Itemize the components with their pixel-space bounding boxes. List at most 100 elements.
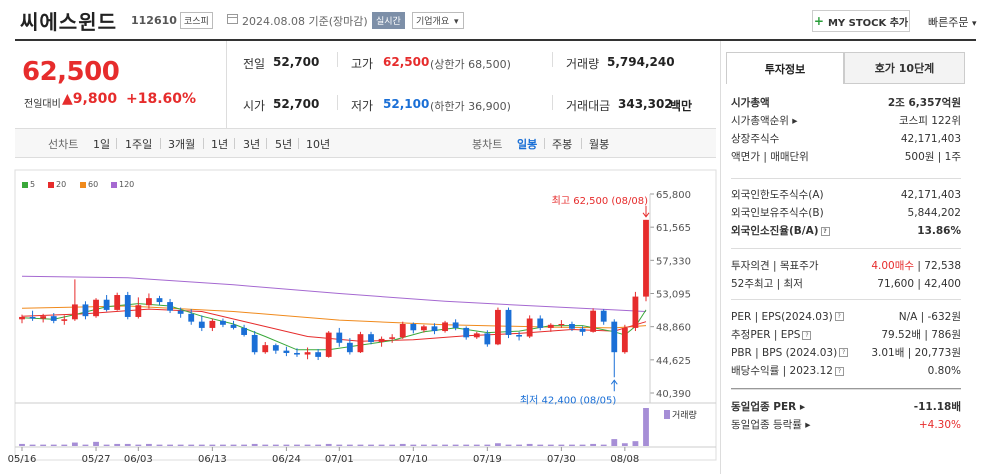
info-value-text: +4.30% [918,418,961,431]
info-value-text: 2조 6,357억원 [887,97,961,109]
info-value-text: N/A | -632원 [898,311,961,323]
volume-bar [93,441,99,446]
info-value: 13.86% [917,225,961,237]
period-sep [298,138,299,149]
period-1y[interactable]: 1년 [211,138,229,151]
quote-sep [337,95,338,110]
info-value: 코스피 122위 [899,113,961,128]
row-divider [731,178,961,179]
help-icon[interactable]: ? [820,226,830,236]
volume-bar [643,408,649,446]
candle-body [463,327,470,338]
stock-code: 112610 [131,14,177,27]
realtime-button[interactable]: 실시간 [372,12,405,29]
volume-bar [611,439,618,446]
candle-body [167,302,173,311]
info-value-text: 500원 | 1주 [904,151,961,163]
tab-orderbook[interactable]: 호가 10단계 [844,52,965,84]
volume-bar [124,443,131,446]
candle-body [452,322,459,328]
my-stock-add-button[interactable]: + MY STOCK 추가 [812,10,910,32]
volume-legend-swatch [664,410,670,419]
volume-bar [357,444,364,446]
period-3y[interactable]: 3년 [243,138,261,151]
volume-bar [336,444,343,446]
max-price-label: 최고 62,500 (08/08) [552,195,648,207]
legend-swatch [111,181,117,188]
info-value-text: 42,171,403 [900,132,961,145]
candle-body [61,319,68,321]
chart-frame [14,169,717,461]
volume-bar [632,441,639,446]
candle-body [146,298,152,306]
quote-sep [552,52,553,67]
x-tick-label: 05/16 [8,454,37,465]
change-amount: 9,800 [72,91,118,107]
volume-bar [82,444,89,446]
quick-order-dropdown[interactable]: 빠른주문 ▾ [928,14,977,30]
volume-bar [167,444,173,446]
candle-monthly[interactable]: 월봉 [589,138,610,151]
period-1w[interactable]: 1주일 [125,138,153,151]
help-icon[interactable]: ? [839,348,849,357]
ma-line-ma60 [21,305,647,329]
volume-bar [19,443,25,446]
volume-bar [156,444,163,446]
volume-value: 5,794,240 [607,55,675,69]
period-5y[interactable]: 5년 [275,138,293,151]
help-icon[interactable]: ? [834,312,844,321]
chevron-down-icon: ▾ [971,19,977,29]
volume-bar [346,444,353,446]
volume-bar [103,444,110,446]
period-10y[interactable]: 10년 [306,138,331,151]
info-value: -11.18배 [914,399,961,414]
company-overview-dropdown[interactable]: 기업개요 ▾ [412,12,464,29]
volume-bar [516,444,522,446]
period-sep [544,138,545,149]
volume-bar [230,444,237,446]
candle-body [357,334,364,353]
period-sep [203,138,204,149]
quote-sep [337,52,338,67]
x-tick-label: 08/08 [610,454,639,465]
help-icon[interactable]: ? [802,330,812,340]
candle-body [325,332,332,357]
info-value-text: 코스피 122위 [898,115,961,127]
volume-bar [600,444,607,446]
legend-swatch [48,181,54,188]
candle-body [558,324,565,326]
candle-body [473,333,480,338]
volume-bar [431,444,438,446]
candle-body [93,299,99,317]
volume-bar [537,444,544,446]
period-3m[interactable]: 3개월 [168,138,196,151]
candle-daily[interactable]: 일봉 [517,138,538,151]
info-row: 외국인소진율(B/A)? 13.86% [731,222,961,239]
x-tick-label: 07/10 [399,454,428,465]
candle-body [50,316,57,321]
info-label: 투자의견 | 목표주가 [731,260,819,272]
info-value: 5,844,202 [908,207,961,219]
info-value: 42,171,403 [901,133,961,145]
candle-body [431,326,438,332]
legend-label: 5 [30,180,36,189]
legend-swatch [80,181,86,188]
tab-investment-info[interactable]: 투자정보 [726,52,844,84]
volume-bar [29,444,36,446]
period-1d[interactable]: 1일 [93,138,111,151]
candle-body [516,334,522,337]
candle-body [294,352,300,355]
help-icon[interactable]: ? [834,366,844,376]
prev-close-value: 52,700 [273,55,320,69]
volume-bar [505,444,512,446]
legend-ma20: 20 [48,180,66,189]
volume-bar [590,443,597,446]
volume-bar [484,444,491,446]
y-tick-label: 48,860 [656,323,691,334]
reference-date: 2024.08.08 기준(장마감) [242,15,368,28]
candle-body [304,352,311,355]
candle-body [40,316,47,319]
candle-weekly[interactable]: 주봉 [552,138,573,151]
volume-bar [495,443,501,446]
